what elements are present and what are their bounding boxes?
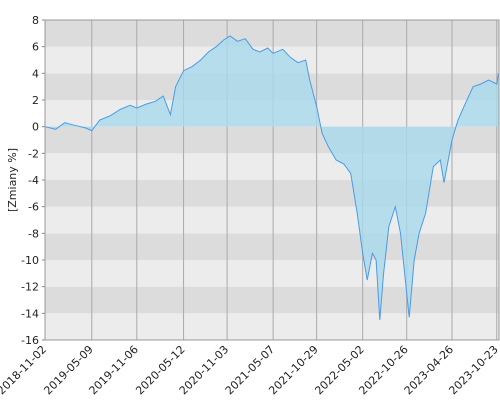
y-tick-label: 8 — [32, 14, 39, 27]
grid-band — [45, 286, 499, 314]
y-tick-label: -6 — [28, 201, 39, 214]
y-axis-label: [Zmiany %] — [6, 148, 19, 212]
line — [44, 35, 499, 321]
y-tick-label: -10 — [21, 254, 39, 267]
y-tick-label: -14 — [21, 307, 39, 320]
y-tick-label: -16 — [21, 334, 39, 347]
grid-band — [45, 233, 499, 260]
y-tick-label: -8 — [28, 227, 39, 240]
y-tick-label: 0 — [32, 121, 39, 134]
grid-band — [45, 206, 499, 234]
grid-band — [45, 20, 499, 47]
y-tick-label: 6 — [32, 41, 39, 54]
grid-band — [45, 260, 499, 287]
area — [45, 36, 499, 320]
plot-frame — [44, 19, 500, 341]
y-tick-label: -2 — [28, 147, 39, 160]
y-tick-label: 4 — [32, 67, 39, 80]
y-tick-label: -12 — [21, 281, 39, 294]
y-tick-label: -4 — [28, 174, 39, 187]
y-tick-label: 2 — [32, 94, 39, 107]
grid-band — [45, 313, 499, 340]
